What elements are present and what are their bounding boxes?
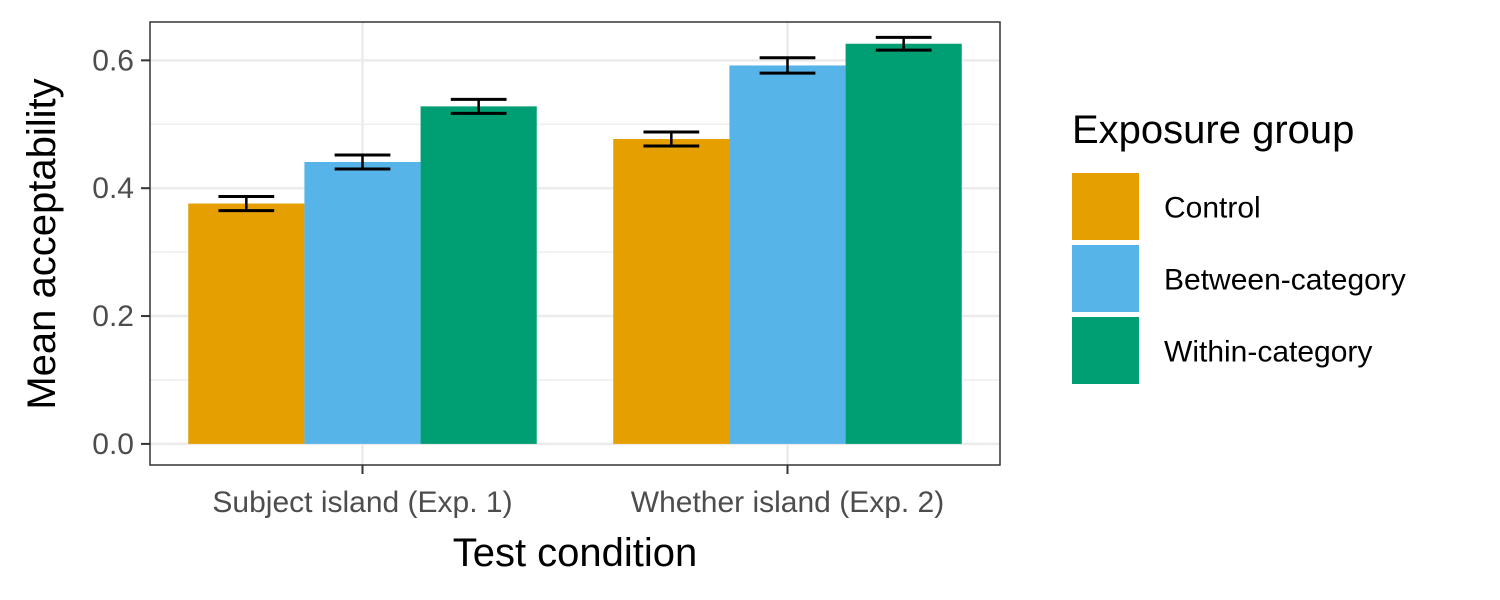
bar bbox=[613, 138, 730, 444]
legend-key bbox=[1072, 245, 1139, 312]
plot-border bbox=[149, 21, 1001, 466]
x-axis-title: Test condition bbox=[453, 531, 698, 575]
y-tick-label: 0.2 bbox=[92, 300, 134, 333]
bar bbox=[420, 106, 537, 444]
y-tick-label: 0.4 bbox=[92, 172, 134, 205]
legend-key bbox=[1072, 173, 1139, 240]
bar bbox=[729, 65, 846, 444]
bar bbox=[188, 203, 305, 444]
y-axis-title: Mean acceptability bbox=[20, 78, 64, 409]
error-bars bbox=[218, 35, 932, 213]
legend: Exposure group Control Between-category Wi… bbox=[1072, 108, 1406, 384]
x-axis: Subject island (Exp. 1) Whether island (E… bbox=[212, 465, 944, 519]
y-tick-label: 0.0 bbox=[92, 428, 134, 461]
legend-label: Between-category bbox=[1164, 264, 1406, 297]
legend-title: Exposure group bbox=[1072, 108, 1354, 152]
y-tick-label: 0.6 bbox=[92, 44, 134, 77]
legend-label: Control bbox=[1164, 192, 1261, 225]
legend-key bbox=[1072, 317, 1139, 384]
bars bbox=[188, 43, 962, 444]
legend-items: Control Between-category Within-category bbox=[1072, 173, 1406, 384]
x-tick-label: Subject island (Exp. 1) bbox=[212, 486, 512, 519]
x-tick-label: Whether island (Exp. 2) bbox=[631, 486, 944, 519]
y-axis: 0.0 0.2 0.4 0.6 bbox=[92, 44, 150, 461]
bar bbox=[845, 43, 962, 444]
bar bbox=[304, 161, 421, 444]
legend-label: Within-category bbox=[1164, 336, 1372, 369]
